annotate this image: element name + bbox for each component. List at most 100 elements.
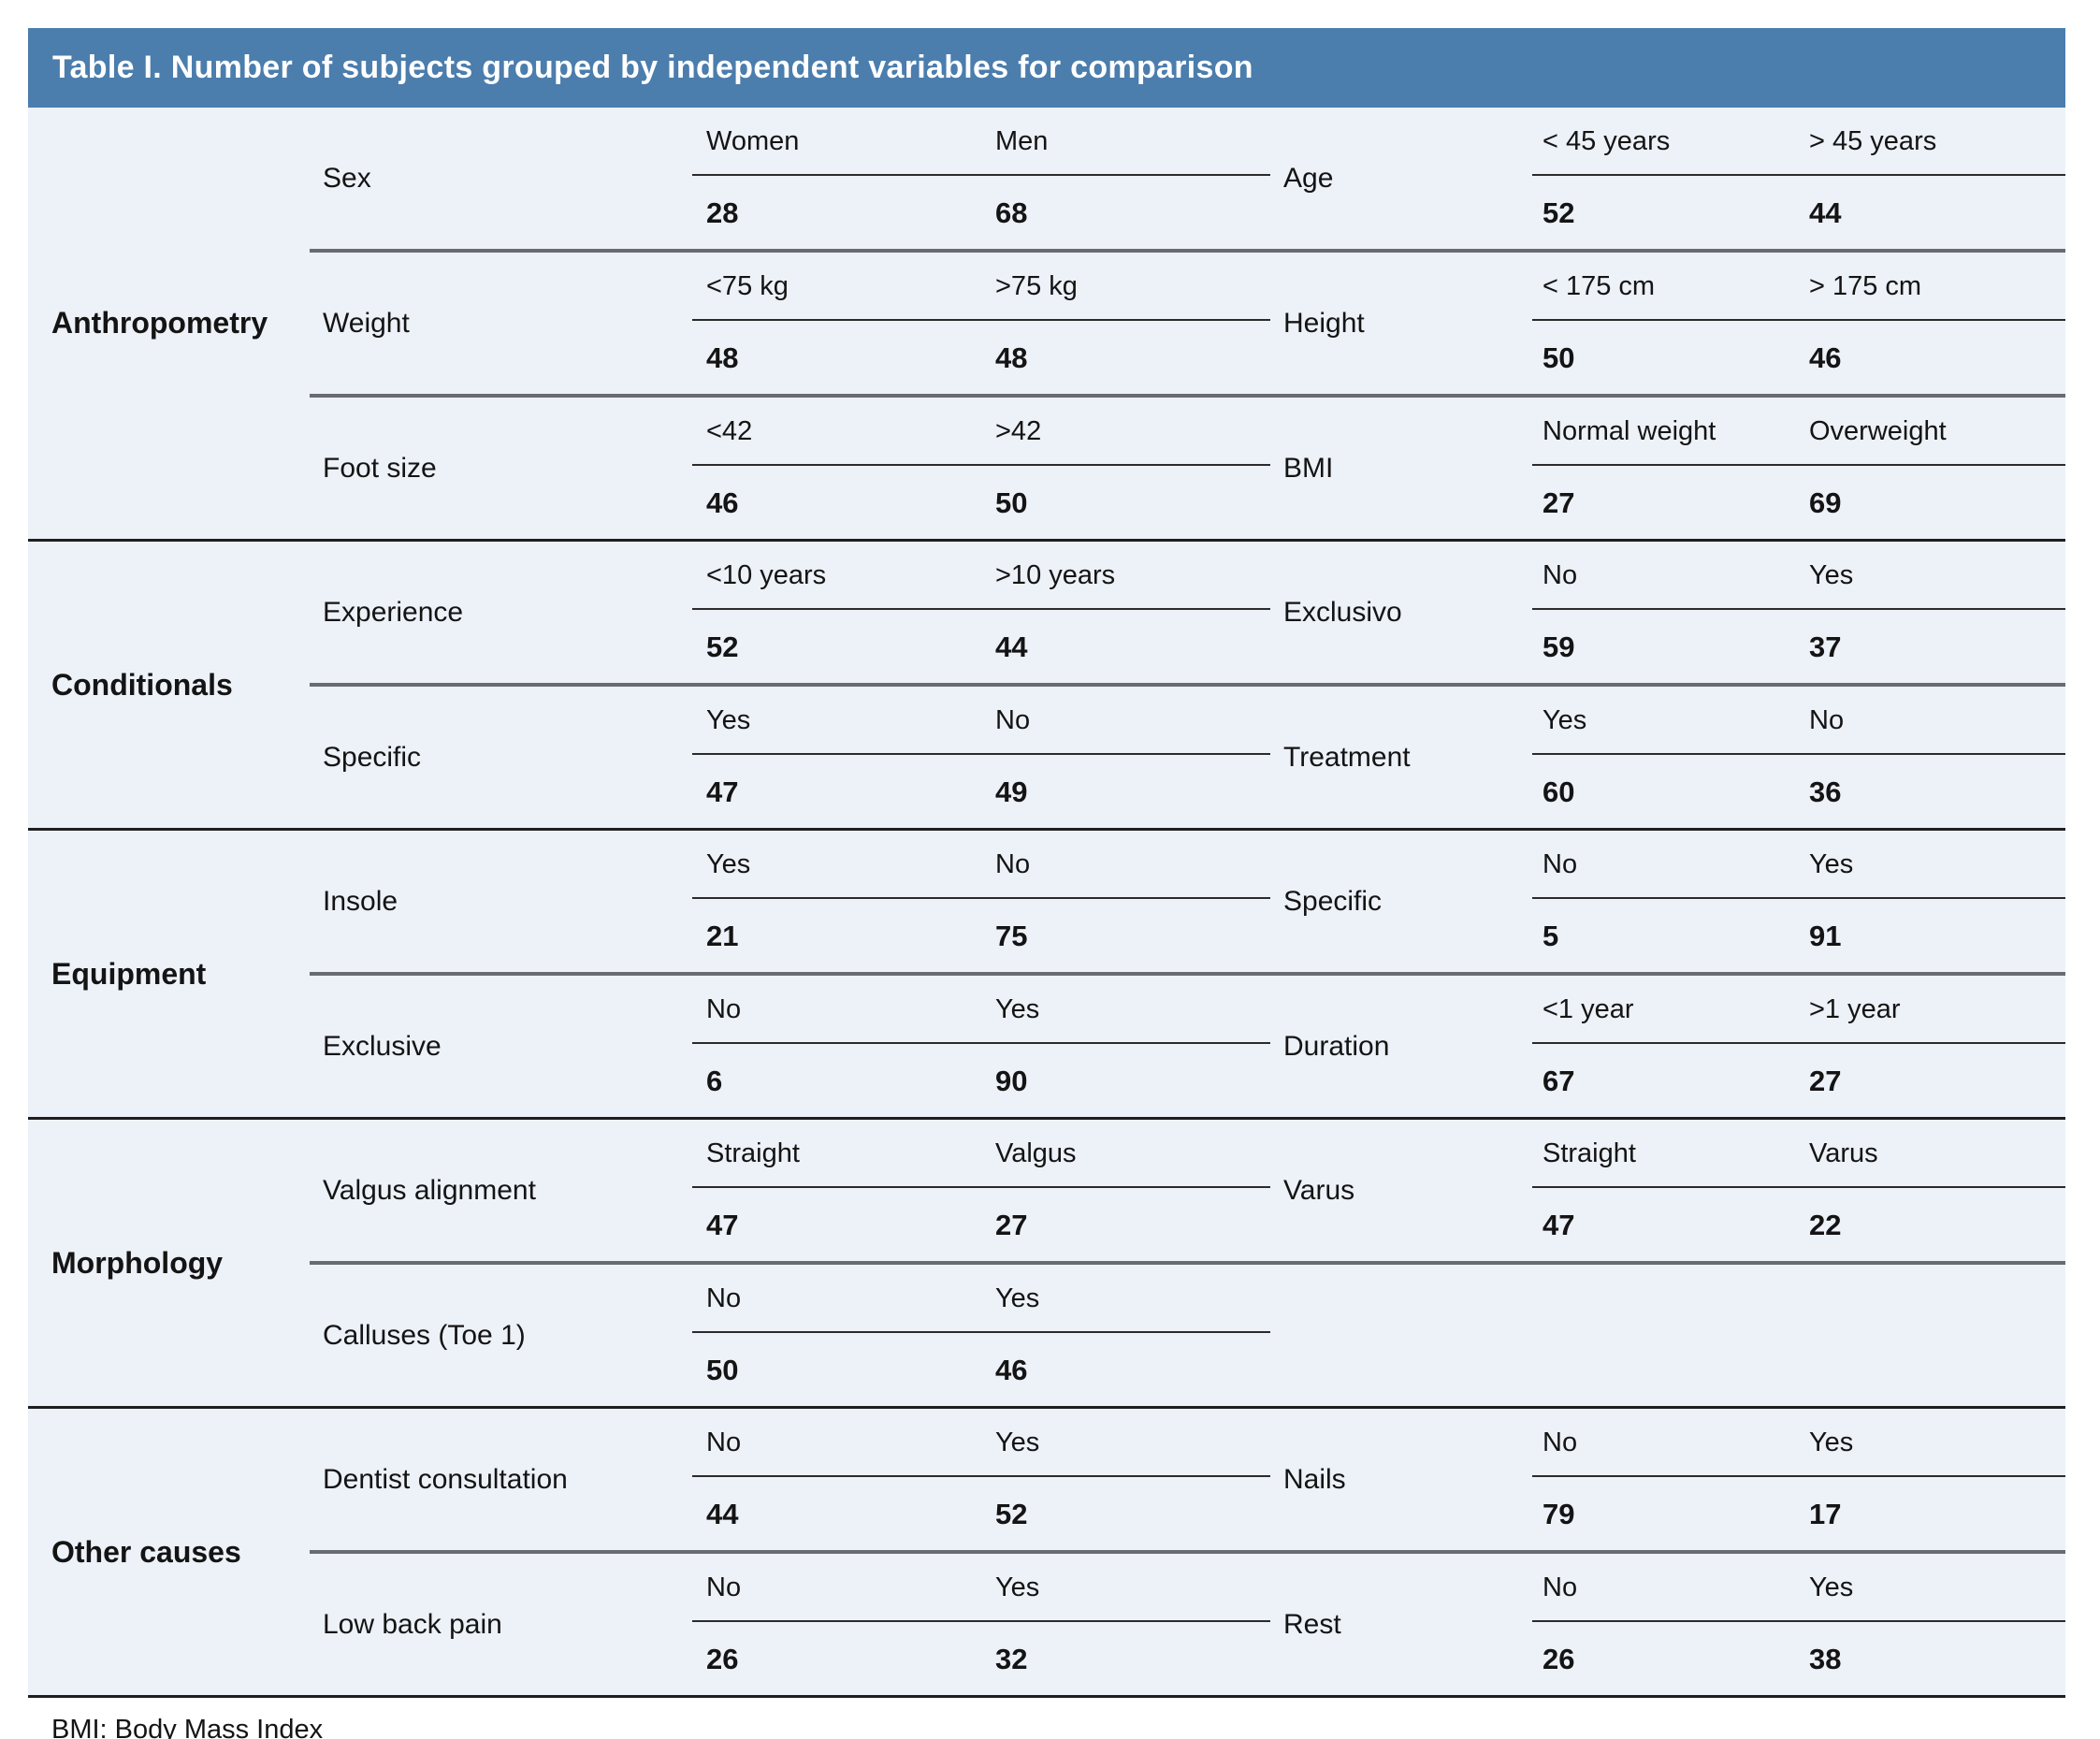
variable-name: Nails — [1283, 1463, 1346, 1495]
table-footnote: BMI: Body Mass Index — [51, 1715, 324, 1739]
pair-values: 79 17 — [1532, 1477, 2065, 1530]
section-rows: Valgus alignment Straight Valgus 47 27 Varus S… — [310, 1120, 2065, 1406]
pair-values: 47 22 — [1532, 1188, 2065, 1241]
pair-value: 47 — [706, 775, 739, 809]
pair-value: 32 — [995, 1643, 1028, 1676]
pair-label: No — [995, 848, 1031, 879]
pair-label: No — [706, 1427, 742, 1457]
variable-name: Rest — [1283, 1608, 1341, 1640]
variable-name: Varus — [1283, 1174, 1355, 1206]
pair-values: 21 75 — [692, 899, 1270, 952]
variable-name: Low back pain — [323, 1608, 502, 1640]
value-pair: No Yes 6 90 — [692, 976, 1270, 1117]
pair-label: <42 — [706, 415, 753, 446]
variable-name: Weight — [323, 307, 410, 339]
pair-label: Valgus — [995, 1138, 1077, 1168]
value-pair: <75 kg >75 kg 48 48 — [692, 253, 1270, 394]
pair-value: 50 — [706, 1354, 739, 1387]
pair-label: Yes — [995, 1427, 1040, 1457]
pair-value: 22 — [1809, 1209, 1842, 1242]
variable-name: Valgus alignment — [323, 1174, 536, 1206]
pair-values: 47 27 — [692, 1188, 1270, 1241]
pair-value: 75 — [995, 920, 1028, 953]
pair-value: 52 — [1542, 196, 1575, 230]
variable-row: Insole Yes No 21 75 Specific No Yes 5 91 — [310, 831, 2065, 972]
pair-value: 67 — [1542, 1065, 1575, 1098]
pair-labels: < 175 cm > 175 cm — [1532, 270, 2065, 322]
pair-value: 50 — [1542, 341, 1575, 375]
pair-labels: Normal weight Overweight — [1532, 415, 2065, 467]
value-pair: No Yes 59 37 — [1532, 542, 2065, 683]
pair-labels: Straight Varus — [1532, 1138, 2065, 1189]
pair-values: 50 46 — [1532, 321, 2065, 374]
pair-label: Yes — [1809, 848, 1854, 879]
variable-name: BMI — [1283, 452, 1334, 484]
pair-value: 21 — [706, 920, 739, 953]
pair-label: Straight — [706, 1138, 800, 1168]
pair-label: Yes — [1809, 1427, 1854, 1457]
variable-name: Duration — [1283, 1030, 1390, 1062]
pair-values: 59 37 — [1532, 610, 2065, 663]
pair-labels: <1 year >1 year — [1532, 993, 2065, 1045]
variable-name: Experience — [323, 596, 464, 628]
pair-value: 44 — [995, 630, 1028, 664]
table: Table I. Number of subjects grouped by i… — [28, 28, 2065, 1739]
pair-label: Women — [706, 125, 800, 156]
value-pair: <1 year >1 year 67 27 — [1532, 976, 2065, 1117]
variable-name: Treatment — [1283, 741, 1411, 773]
pair-values: 44 52 — [692, 1477, 1270, 1530]
variable-row: Low back pain No Yes 26 32 Rest No Yes 26 38 — [310, 1550, 2065, 1695]
section-rows: Dentist consultation No Yes 44 52 Nails No Yes 7… — [310, 1409, 2065, 1695]
pair-value: 68 — [995, 196, 1028, 230]
pair-value: 26 — [1542, 1643, 1575, 1676]
value-pair: Straight Valgus 47 27 — [692, 1120, 1270, 1261]
pair-values: 28 68 — [692, 176, 1270, 229]
pair-label: > 175 cm — [1809, 270, 1922, 301]
pair-label: No — [706, 993, 742, 1024]
variable-name — [1270, 1265, 1532, 1406]
pair-labels: No Yes — [1532, 848, 2065, 900]
variable-name: Specific — [1283, 885, 1383, 917]
variable-row: Calluses (Toe 1) No Yes 50 46 — [310, 1261, 2065, 1406]
pair-value: 52 — [995, 1498, 1028, 1531]
pair-labels: Yes No — [692, 705, 1270, 756]
value-pair: No Yes 26 38 — [1532, 1554, 2065, 1695]
category-label: Conditionals — [51, 667, 233, 702]
variable-row: Specific Yes No 47 49 Treatment Yes No 60 36 — [310, 683, 2065, 828]
pair-labels: No Yes — [1532, 1572, 2065, 1623]
pair-label: <75 kg — [706, 270, 789, 301]
pair-values: 6 90 — [692, 1044, 1270, 1097]
section-rows: Sex Women Men 28 68 Age < 45 years > 45 years 52… — [310, 108, 2065, 539]
pair-labels: No Yes — [1532, 560, 2065, 611]
pair-value: 47 — [706, 1209, 739, 1242]
value-pair: No Yes 50 46 — [692, 1265, 1270, 1406]
pair-label: < 45 years — [1542, 125, 1671, 156]
pair-values: 5 91 — [1532, 899, 2065, 952]
pair-values: 46 50 — [692, 466, 1270, 519]
pair-value: 27 — [1542, 486, 1575, 520]
value-pair: Women Men 28 68 — [692, 108, 1270, 249]
pair-label: <1 year — [1542, 993, 1634, 1024]
category-label: Other causes — [51, 1534, 241, 1569]
value-pair: < 175 cm > 175 cm 50 46 — [1532, 253, 2065, 394]
pair-labels: No Yes — [692, 1572, 1270, 1623]
pair-value: 69 — [1809, 486, 1842, 520]
value-pair: No Yes 44 52 — [692, 1409, 1270, 1550]
pair-value: 49 — [995, 775, 1028, 809]
section: Other causes Dentist consultation No Yes 44 5… — [28, 1406, 2065, 1695]
pair-value: 59 — [1542, 630, 1575, 664]
pair-label: No — [706, 1572, 742, 1602]
pair-label: Men — [995, 125, 1049, 156]
variable-name: Exclusive — [323, 1030, 442, 1062]
variable-name: Calluses (Toe 1) — [323, 1319, 526, 1351]
variable-row: Valgus alignment Straight Valgus 47 27 Varus S… — [310, 1120, 2065, 1261]
table-title-bar: Table I. Number of subjects grouped by i… — [28, 28, 2065, 108]
pair-label: Yes — [706, 848, 751, 879]
pair-value: 27 — [1809, 1065, 1842, 1098]
pair-values: 67 27 — [1532, 1044, 2065, 1097]
pair-label: Normal weight — [1542, 415, 1716, 446]
pair-label: No — [706, 1283, 742, 1313]
pair-labels: Women Men — [692, 125, 1270, 177]
section: Morphology Valgus alignment Straight Valgus… — [28, 1117, 2065, 1406]
pair-label: Straight — [1542, 1138, 1636, 1168]
